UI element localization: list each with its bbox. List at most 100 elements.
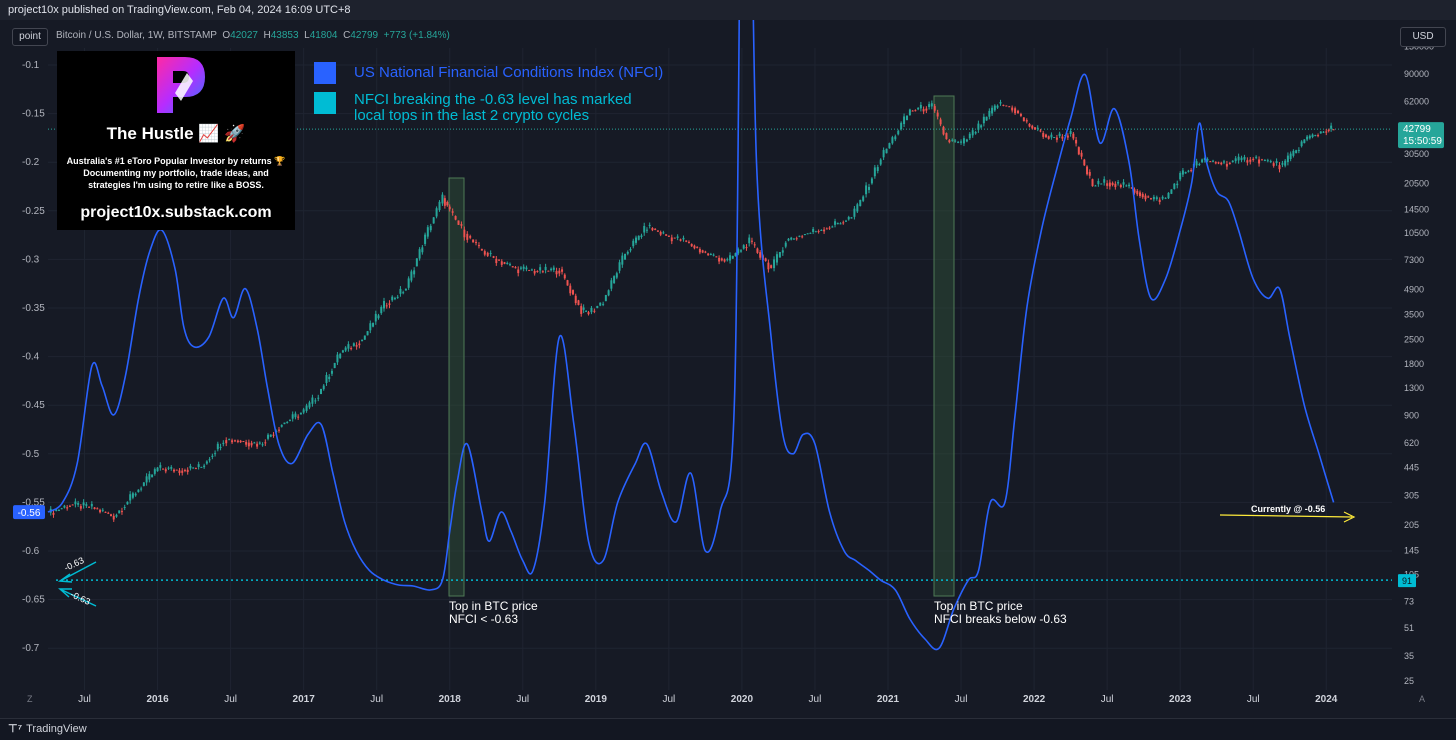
candle-body: [569, 285, 572, 294]
candle-body: [118, 510, 121, 514]
promo-desc-line2: Documenting my portfolio, trade ideas, a…: [83, 168, 269, 178]
candle-body: [795, 238, 798, 240]
annotation-top2-line2: NFCI breaks below -0.63: [934, 612, 1067, 626]
candle-body: [1258, 159, 1261, 164]
candle-body: [577, 300, 580, 305]
candle-body: [435, 208, 438, 217]
right-axis-tick: 62000: [1404, 97, 1429, 107]
candle-body: [563, 274, 566, 279]
candle-body: [726, 259, 729, 261]
candle-body: [1103, 179, 1106, 183]
candle-body: [587, 312, 590, 315]
publish-header: project10x published on TradingView.com,…: [0, 0, 1456, 20]
x-axis-tick: Jul: [1101, 694, 1114, 705]
candle-body: [778, 252, 781, 258]
price-badge-text: 42799: [1403, 124, 1431, 135]
candle-body: [131, 493, 134, 498]
candle-body: [665, 234, 668, 236]
candle-body: [624, 254, 627, 260]
x-axis-tick: Jul: [809, 694, 822, 705]
point-button[interactable]: point: [12, 28, 48, 46]
candle-body: [729, 255, 732, 261]
candle-body: [247, 442, 250, 447]
candle-body: [1044, 134, 1047, 138]
candle-body: [1176, 183, 1179, 186]
tradingview-logo-icon: ⊤⁷: [8, 723, 23, 735]
promo-box: The Hustle 📈 🚀 Australia's #1 eToro Popu…: [57, 51, 295, 230]
candle-body: [500, 261, 503, 265]
candle-body: [446, 201, 449, 206]
candle-body: [305, 405, 308, 411]
candle-body: [1075, 139, 1078, 144]
currency-button[interactable]: USD: [1400, 27, 1446, 47]
level-right-badge: [1398, 574, 1416, 588]
candle-body: [333, 362, 336, 369]
candle-body: [522, 266, 525, 269]
candle-body: [607, 290, 610, 296]
candle-body: [945, 133, 948, 140]
x-axis-tick: 2023: [1169, 694, 1192, 705]
candle-body: [1198, 164, 1201, 166]
candle-body: [477, 245, 480, 247]
candle-body: [798, 235, 801, 237]
scale-a-button[interactable]: A: [1419, 694, 1425, 704]
candle-body: [352, 343, 355, 346]
candle-body: [424, 234, 427, 244]
candle-body: [996, 105, 999, 108]
candle-body: [1187, 170, 1190, 172]
scale-z-button[interactable]: Z: [27, 694, 33, 704]
candle-body: [865, 185, 868, 195]
candle-body: [1203, 157, 1206, 160]
candle-body: [253, 442, 256, 444]
candle-body: [506, 262, 509, 264]
candle-body: [1011, 107, 1014, 111]
candle-body: [1152, 196, 1155, 200]
candle-body: [985, 116, 988, 121]
tradingview-brand[interactable]: ⊤⁷ TradingView: [8, 722, 87, 735]
candle-body: [1249, 159, 1252, 162]
candle-body: [654, 228, 657, 230]
candle-body: [242, 441, 245, 443]
candle-body: [558, 270, 561, 274]
promo-desc-line1: Australia's #1 eToro Popular Investor by…: [66, 156, 286, 166]
candle-body: [667, 235, 670, 237]
candle-body: [993, 105, 996, 111]
x-axis-tick: Jul: [1247, 694, 1260, 705]
candle-body: [239, 440, 242, 443]
left-axis-tick: -0.4: [22, 352, 40, 363]
candle-body: [142, 482, 145, 486]
candle-body: [740, 250, 742, 252]
promo-url[interactable]: project10x.substack.com: [80, 204, 272, 221]
low-label: L: [304, 30, 310, 41]
candle-body: [648, 224, 651, 226]
candle-body: [432, 217, 435, 224]
candle-body: [891, 137, 894, 144]
legend-swatch-nfci: [314, 62, 336, 84]
candle-body: [1080, 152, 1083, 157]
candle-body: [847, 217, 850, 220]
candle-body: [828, 227, 831, 229]
x-axis-tick: Jul: [662, 694, 675, 705]
candle-body: [170, 467, 173, 469]
candle-body: [1072, 133, 1075, 139]
candle-body: [839, 223, 842, 225]
candle-body: [555, 270, 558, 275]
candle-body: [129, 494, 132, 501]
candle-body: [258, 442, 261, 444]
candle-body: [764, 258, 767, 262]
candle-body: [1133, 189, 1136, 193]
candle-body: [1019, 113, 1022, 116]
x-axis-tick: Jul: [78, 694, 91, 705]
candle-body: [228, 439, 231, 441]
candle-body: [1141, 193, 1144, 198]
candle-body: [615, 273, 618, 278]
candle-body: [999, 102, 1002, 104]
candle-body: [1206, 159, 1209, 161]
candle-body: [519, 267, 522, 269]
candle-body: [812, 229, 815, 232]
candle-body: [715, 256, 718, 258]
candle-body: [288, 419, 291, 421]
candle-body: [1292, 150, 1295, 156]
candle-body: [211, 455, 214, 457]
